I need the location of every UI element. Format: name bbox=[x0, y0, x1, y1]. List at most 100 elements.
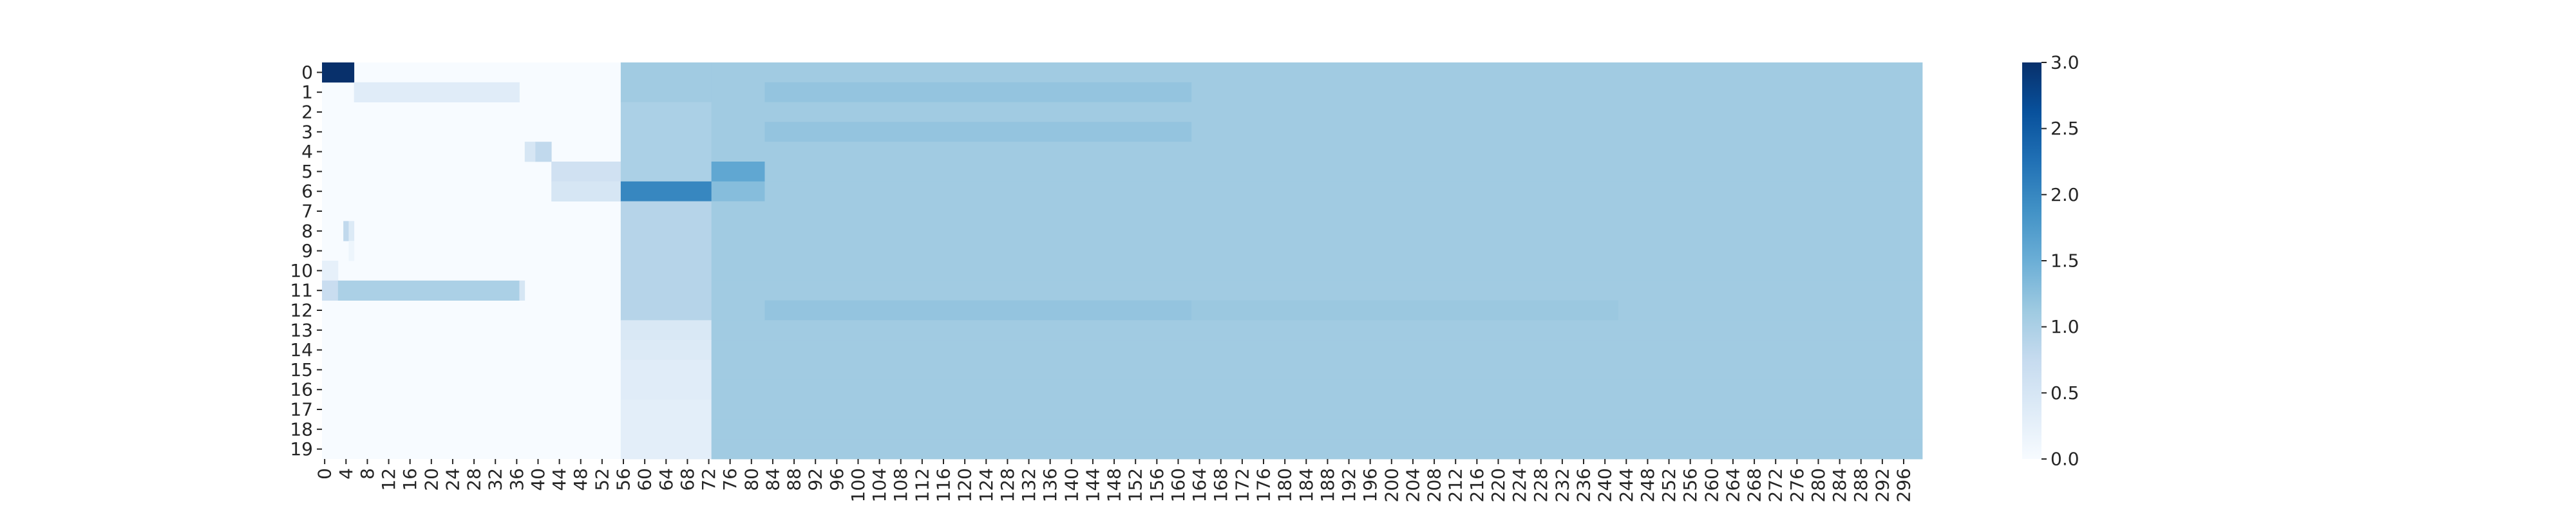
x-tick-label: 120 bbox=[954, 468, 976, 502]
x-tick-label: 116 bbox=[933, 468, 954, 502]
x-tick-label: 216 bbox=[1466, 468, 1488, 502]
colorbar-tick-label: 0.5 bbox=[2050, 382, 2079, 404]
heatmap-cell bbox=[711, 379, 1923, 400]
x-tick-label: 184 bbox=[1296, 468, 1317, 502]
y-tick-label: 19 bbox=[290, 438, 313, 460]
x-tick-label: 148 bbox=[1104, 468, 1125, 502]
heatmap-cell bbox=[551, 181, 621, 201]
colorbar bbox=[2022, 62, 2041, 459]
x-tick-label: 236 bbox=[1573, 468, 1595, 502]
heatmap-cell bbox=[620, 399, 712, 420]
x-tick-label: 96 bbox=[826, 468, 848, 491]
colorbar-gradient bbox=[2022, 62, 2041, 459]
x-tick-label: 248 bbox=[1637, 468, 1658, 502]
colorbar-tick-label: 1.0 bbox=[2050, 316, 2079, 337]
heatmap-cell bbox=[620, 340, 712, 360]
heatmap-cell bbox=[620, 122, 712, 142]
heatmap-cell bbox=[620, 201, 712, 221]
x-tick-label: 100 bbox=[848, 468, 869, 502]
x-tick-label: 76 bbox=[719, 468, 741, 491]
heatmap-cell bbox=[620, 142, 712, 162]
heatmap-cell bbox=[620, 62, 712, 83]
x-tick-label: 276 bbox=[1786, 468, 1808, 502]
x-tick-label: 164 bbox=[1189, 468, 1210, 502]
x-tick-label: 136 bbox=[1039, 468, 1061, 502]
x-tick-label: 232 bbox=[1551, 468, 1573, 502]
heatmap-cell bbox=[711, 142, 1923, 162]
x-tick-label: 0 bbox=[314, 468, 336, 480]
x-tick-label: 188 bbox=[1317, 468, 1338, 502]
heatmap-cell bbox=[711, 399, 1923, 420]
heatmap-cell bbox=[764, 300, 1192, 321]
heatmap-cell bbox=[711, 300, 765, 321]
x-tick-label: 32 bbox=[485, 468, 506, 491]
y-tick-label: 13 bbox=[290, 319, 313, 341]
x-tick-label: 172 bbox=[1231, 468, 1253, 502]
colorbar-tick-labels: 0.0 0.5 1.0 1.5 2.0 2.5 3.0 bbox=[2041, 52, 2079, 470]
heatmap-cell bbox=[620, 320, 712, 341]
heatmap-cell bbox=[524, 142, 536, 162]
x-tick-label: 28 bbox=[464, 468, 485, 491]
y-tick-label: 10 bbox=[290, 260, 313, 281]
heatmap-cell bbox=[711, 102, 1923, 122]
heatmap-cell bbox=[620, 379, 712, 400]
x-tick-label: 112 bbox=[911, 468, 933, 502]
x-tick-label: 292 bbox=[1871, 468, 1893, 502]
x-tick-label: 132 bbox=[1018, 468, 1039, 502]
heatmap-cell bbox=[620, 300, 712, 321]
heatmap-cell bbox=[337, 280, 520, 301]
x-tick-label: 108 bbox=[890, 468, 911, 502]
heatmap-cell bbox=[519, 280, 526, 301]
x-tick-label: 104 bbox=[869, 468, 890, 502]
heatmap-cells bbox=[322, 62, 1923, 460]
heatmap-cell bbox=[711, 340, 1923, 360]
heatmap-cell bbox=[1191, 122, 1923, 142]
x-tick-label: 280 bbox=[1808, 468, 1829, 502]
y-tick-label: 5 bbox=[301, 161, 313, 182]
heatmap-cell bbox=[620, 181, 712, 201]
x-tick-label: 160 bbox=[1168, 468, 1189, 502]
x-tick-label: 260 bbox=[1701, 468, 1722, 502]
heatmap-cell bbox=[711, 62, 1923, 83]
y-tick-label: 16 bbox=[290, 379, 313, 400]
x-tick-label: 252 bbox=[1658, 468, 1680, 502]
x-tick-label: 56 bbox=[613, 468, 634, 491]
heatmap-cell bbox=[1191, 82, 1923, 102]
x-tick-label: 4 bbox=[336, 468, 357, 480]
heatmap-cell bbox=[764, 162, 1923, 182]
x-tick-label: 8 bbox=[357, 468, 378, 480]
x-tick-label: 60 bbox=[634, 468, 656, 491]
y-tick-label: 15 bbox=[290, 359, 313, 380]
x-tick-label: 88 bbox=[784, 468, 805, 491]
heatmap-cell bbox=[764, 181, 1923, 201]
x-tick-label: 272 bbox=[1765, 468, 1786, 502]
x-tick-label: 208 bbox=[1424, 468, 1445, 502]
x-tick-label: 44 bbox=[549, 468, 570, 491]
heatmap-cell bbox=[348, 221, 355, 241]
heatmap-cell bbox=[711, 221, 1923, 241]
x-tick-label: 12 bbox=[378, 468, 399, 491]
heatmap-cell bbox=[620, 162, 712, 182]
heatmap-cell bbox=[711, 419, 1923, 440]
x-tick-label: 168 bbox=[1210, 468, 1231, 502]
heatmap-cell bbox=[348, 241, 355, 261]
y-tick-label: 17 bbox=[290, 399, 313, 420]
heatmap-cell bbox=[551, 162, 621, 182]
x-tick-label: 92 bbox=[805, 468, 826, 491]
y-tick-label: 9 bbox=[301, 240, 313, 261]
heatmap-cell bbox=[620, 102, 712, 122]
x-tick-label: 196 bbox=[1359, 468, 1381, 502]
heatmap-cell bbox=[1191, 300, 1619, 321]
x-tick-label: 204 bbox=[1402, 468, 1423, 502]
heatmap-cell bbox=[322, 280, 339, 301]
x-tick-label: 296 bbox=[1893, 468, 1915, 502]
x-tick-label: 152 bbox=[1125, 468, 1146, 502]
x-tick-label: 140 bbox=[1061, 468, 1082, 502]
heatmap-cell bbox=[322, 62, 355, 83]
x-tick-label: 228 bbox=[1530, 468, 1551, 502]
x-tick-label: 84 bbox=[762, 468, 783, 491]
x-tick-label: 128 bbox=[997, 468, 1018, 502]
x-tick-label: 156 bbox=[1146, 468, 1168, 502]
